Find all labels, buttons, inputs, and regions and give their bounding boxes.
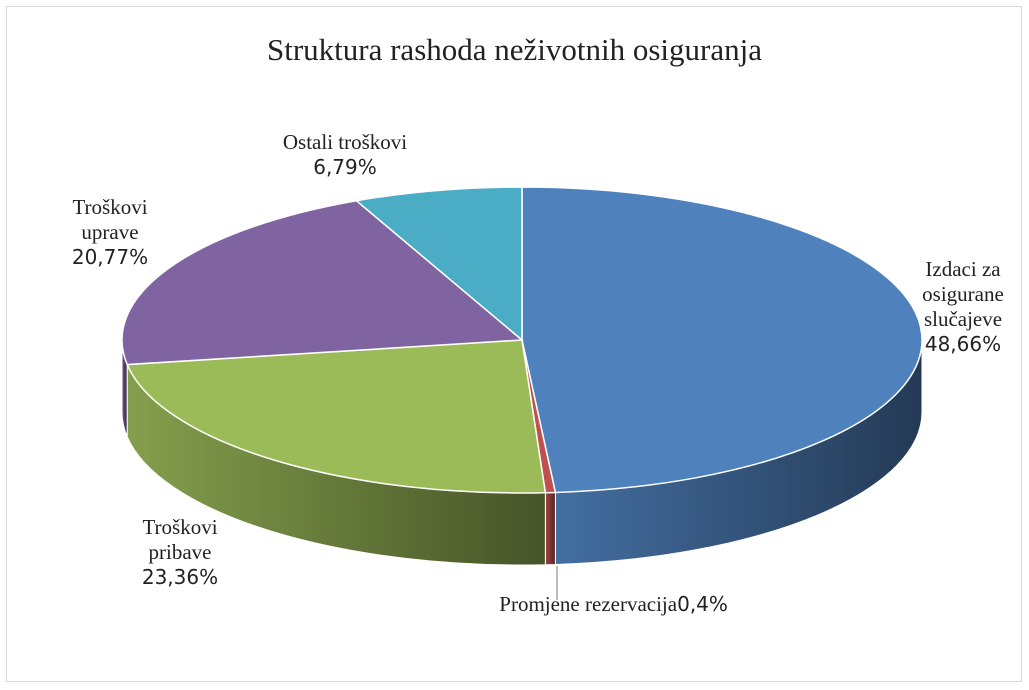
data-label: Troškovi uprave 20,77% [45, 195, 175, 270]
value-label: 20,77% [71, 245, 149, 269]
data-label: Izdaci za osigurane slučajeve 48,66% [898, 257, 1028, 357]
slice [121, 199, 524, 366]
value-label: 48,66% [924, 332, 1002, 356]
slice [126, 339, 547, 494]
data-label: Promjene rezervacija0,4% [480, 592, 740, 617]
data-label: Troškovi pribave 23,36% [115, 515, 245, 590]
slice-side [544, 491, 556, 566]
slice [521, 186, 923, 494]
value-label: 0,4% [677, 592, 728, 616]
chart-title: Struktura rashoda neživotnih osiguranja [266, 32, 763, 67]
category-label: Ostali troškovi [282, 130, 408, 154]
slice [354, 186, 523, 342]
category-label: Izdaci za osigurane slučajeve [922, 257, 1004, 331]
chart-frame [6, 6, 1022, 682]
category-label: Troškovi uprave [72, 195, 148, 244]
data-label: Ostali troškovi 6,79% [225, 130, 465, 180]
value-label: 23,36% [141, 565, 219, 589]
value-label: 6,79% [313, 155, 377, 179]
category-label: Promjene rezervacija [499, 592, 678, 616]
category-label: Troškovi pribave [142, 515, 218, 564]
